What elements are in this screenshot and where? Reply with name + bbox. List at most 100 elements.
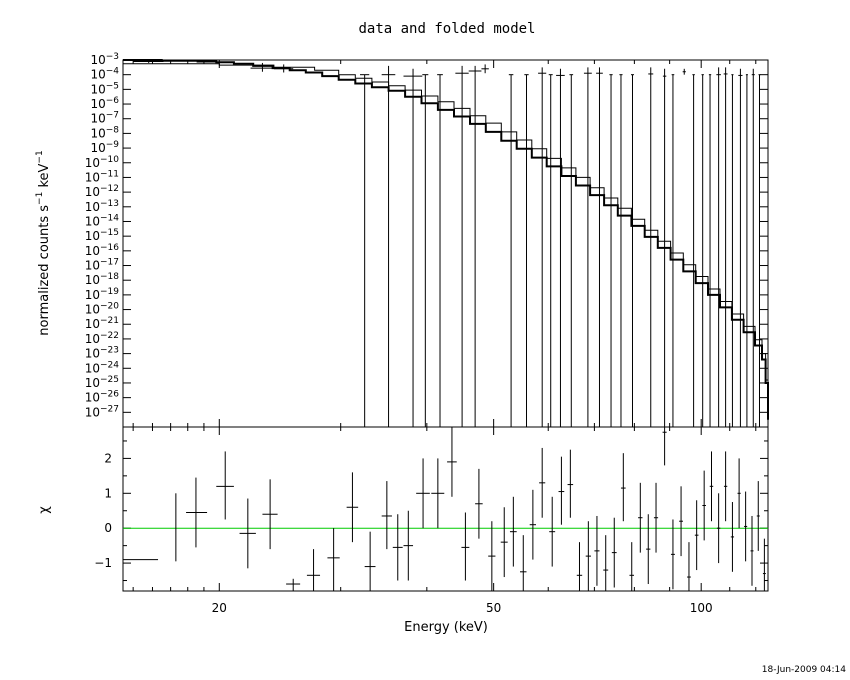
y-tick-label: 10−10 bbox=[85, 155, 120, 170]
residual-point bbox=[737, 458, 741, 529]
residual-point bbox=[416, 458, 430, 529]
residual-point bbox=[262, 479, 278, 550]
residual-point bbox=[594, 515, 600, 586]
residual-point bbox=[646, 514, 651, 585]
residual-point bbox=[629, 542, 634, 591]
residual-point bbox=[447, 427, 457, 497]
y-tick-label: 10−12 bbox=[85, 184, 119, 199]
data-point bbox=[381, 65, 396, 427]
x-axis-label: Energy (keV) bbox=[404, 620, 488, 635]
residual-point bbox=[585, 521, 591, 591]
y-label-mid: keV bbox=[37, 163, 52, 191]
chi-tick-label: 2 bbox=[104, 451, 112, 465]
residual-point bbox=[653, 482, 659, 553]
y-tick-label: 10−26 bbox=[85, 390, 120, 405]
residual-point bbox=[216, 451, 234, 520]
data-point bbox=[538, 67, 547, 427]
data-point bbox=[455, 65, 469, 427]
residual-point bbox=[509, 496, 517, 567]
residual-point bbox=[756, 481, 760, 551]
chi-tick-label: 1 bbox=[104, 486, 112, 500]
y-tick-label: 10−3 bbox=[90, 52, 119, 67]
upper-limit bbox=[569, 74, 574, 427]
y-tick-label: 10−27 bbox=[85, 404, 119, 419]
upper-limit bbox=[708, 74, 712, 427]
residual-point bbox=[576, 542, 583, 591]
residual-point bbox=[567, 449, 574, 518]
data-point bbox=[648, 67, 654, 427]
residual-points bbox=[123, 427, 766, 591]
y-tick-label: 10−13 bbox=[85, 199, 119, 214]
residual-point bbox=[327, 528, 340, 591]
timestamp: 18-Jun-2009 04:14 bbox=[762, 665, 846, 675]
y-tick-label: 10−20 bbox=[85, 302, 120, 317]
y-tick-label: 10−19 bbox=[85, 287, 120, 302]
y-tick-label: 10−16 bbox=[85, 243, 120, 258]
residual-point bbox=[702, 470, 706, 541]
residual-point bbox=[488, 521, 496, 591]
data-point bbox=[751, 68, 755, 427]
folded-model-curve-thick bbox=[123, 59, 769, 420]
y-tick-label: 10−4 bbox=[90, 67, 119, 82]
residual-point bbox=[364, 531, 376, 591]
chi-axis-label: χ bbox=[37, 506, 52, 514]
y-tick-label: 10−17 bbox=[85, 258, 119, 273]
residual-point bbox=[662, 427, 667, 466]
data-point bbox=[556, 68, 565, 427]
residual-point bbox=[687, 542, 691, 591]
data-point bbox=[723, 67, 728, 427]
y-label-main: normalized counts s bbox=[37, 205, 52, 336]
residual-point bbox=[306, 549, 321, 591]
y-tick-label: 10−25 bbox=[85, 375, 119, 390]
x-tick-label: 20 bbox=[212, 601, 227, 615]
upper-limit bbox=[437, 74, 443, 427]
top-panel-frame bbox=[122, 59, 769, 428]
data-point bbox=[250, 62, 274, 72]
folded-model-curve-thin bbox=[123, 63, 769, 413]
residual-point bbox=[750, 515, 754, 586]
x-tick-label: 50 bbox=[486, 601, 501, 615]
residual-point bbox=[723, 451, 728, 522]
residual-point bbox=[239, 498, 256, 569]
chi-tick-label: 0 bbox=[104, 521, 112, 535]
residual-point bbox=[403, 510, 414, 581]
residual-point bbox=[286, 578, 301, 591]
residual-point bbox=[475, 468, 483, 539]
y-tick-label: 10−6 bbox=[90, 96, 119, 111]
upper-limit bbox=[758, 74, 761, 427]
residual-point bbox=[603, 535, 609, 591]
x-tick-label: 100 bbox=[690, 601, 713, 615]
chi-tick-label: −1 bbox=[94, 556, 112, 570]
residual-point bbox=[716, 493, 721, 564]
upper-limit bbox=[731, 74, 734, 427]
top-y-axis-label: normalized counts s−1 keV−1 bbox=[35, 150, 52, 335]
residual-point bbox=[670, 519, 675, 590]
y-tick-label: 10−24 bbox=[85, 360, 120, 375]
residual-point bbox=[461, 512, 470, 581]
y-tick-label: 10−5 bbox=[90, 81, 119, 96]
residual-point bbox=[381, 481, 392, 550]
y-tick-label: 10−15 bbox=[85, 228, 119, 243]
data-point bbox=[583, 67, 592, 427]
y-tick-label: 10−22 bbox=[85, 331, 119, 346]
y-tick-label: 10−14 bbox=[85, 213, 120, 228]
residual-point bbox=[529, 489, 537, 560]
upper-limit bbox=[548, 74, 553, 427]
residual-point bbox=[549, 496, 556, 567]
upper-limit bbox=[701, 74, 704, 427]
top-panel: 10−310−410−510−610−710−810−910−1010−1110… bbox=[85, 52, 769, 428]
data-point bbox=[481, 64, 489, 74]
upper-limit bbox=[671, 74, 675, 427]
y-tick-label: 10−11 bbox=[85, 169, 119, 184]
residual-point bbox=[638, 482, 643, 553]
data-point bbox=[716, 67, 721, 427]
residual-point bbox=[762, 538, 766, 591]
upper-limit bbox=[692, 74, 695, 427]
residual-point bbox=[539, 447, 546, 518]
residual-point bbox=[679, 486, 683, 557]
upper-limit bbox=[630, 74, 634, 427]
upper-limit bbox=[745, 74, 748, 427]
y-label-sup2: −1 bbox=[35, 150, 45, 163]
residual-point bbox=[186, 477, 208, 548]
